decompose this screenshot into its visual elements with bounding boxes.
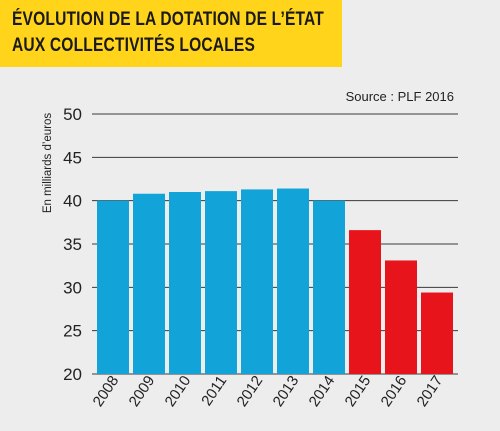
x-tick-label: 2008 — [90, 373, 123, 410]
x-tick-label: 2016 — [378, 373, 411, 410]
x-tick-label: 2010 — [162, 373, 195, 410]
x-tick-label: 2014 — [306, 373, 339, 410]
y-tick-label: 25 — [63, 322, 82, 341]
bar-2015 — [349, 230, 381, 374]
x-tick-label: 2011 — [198, 373, 230, 409]
x-tick-label: 2012 — [234, 373, 267, 410]
y-tick-label: 40 — [63, 192, 82, 211]
x-tick-label: 2015 — [342, 373, 375, 410]
bar-2014 — [313, 200, 345, 374]
bars — [97, 188, 453, 374]
x-tick-label: 2009 — [126, 373, 159, 410]
x-tick-label: 2017 — [414, 373, 447, 410]
y-tick-labels: 20 25 30 35 40 45 50 — [63, 105, 82, 384]
bar-2016 — [385, 260, 417, 374]
title-banner: ÉVOLUTION DE LA DOTATION DE L’ÉTAT AUX C… — [0, 0, 342, 67]
y-tick-label: 50 — [63, 105, 82, 124]
bar-2009 — [133, 193, 165, 374]
y-tick-label: 20 — [63, 365, 82, 384]
chart-title-line-1: ÉVOLUTION DE LA DOTATION DE L’ÉTAT — [12, 9, 324, 30]
bar-2008 — [97, 200, 129, 374]
bar-2010 — [169, 192, 201, 374]
bar-2011 — [205, 191, 237, 374]
bar-2017 — [421, 292, 453, 374]
y-axis-label: En milliards d’euros — [42, 113, 54, 214]
chart-title-line-2: AUX COLLECTIVITÉS LOCALES — [12, 35, 256, 56]
y-tick-label: 30 — [63, 278, 82, 297]
y-tick-label: 35 — [63, 235, 82, 254]
y-tick-label: 45 — [63, 148, 82, 167]
source-note: Source : PLF 2016 — [346, 89, 454, 104]
x-tick-label: 2013 — [270, 373, 303, 410]
x-tick-labels: 2008 2009 2010 2011 2012 2013 2014 2015 2016 2017 — [90, 373, 447, 410]
bar-2013 — [277, 188, 309, 374]
bar-2012 — [241, 189, 273, 374]
